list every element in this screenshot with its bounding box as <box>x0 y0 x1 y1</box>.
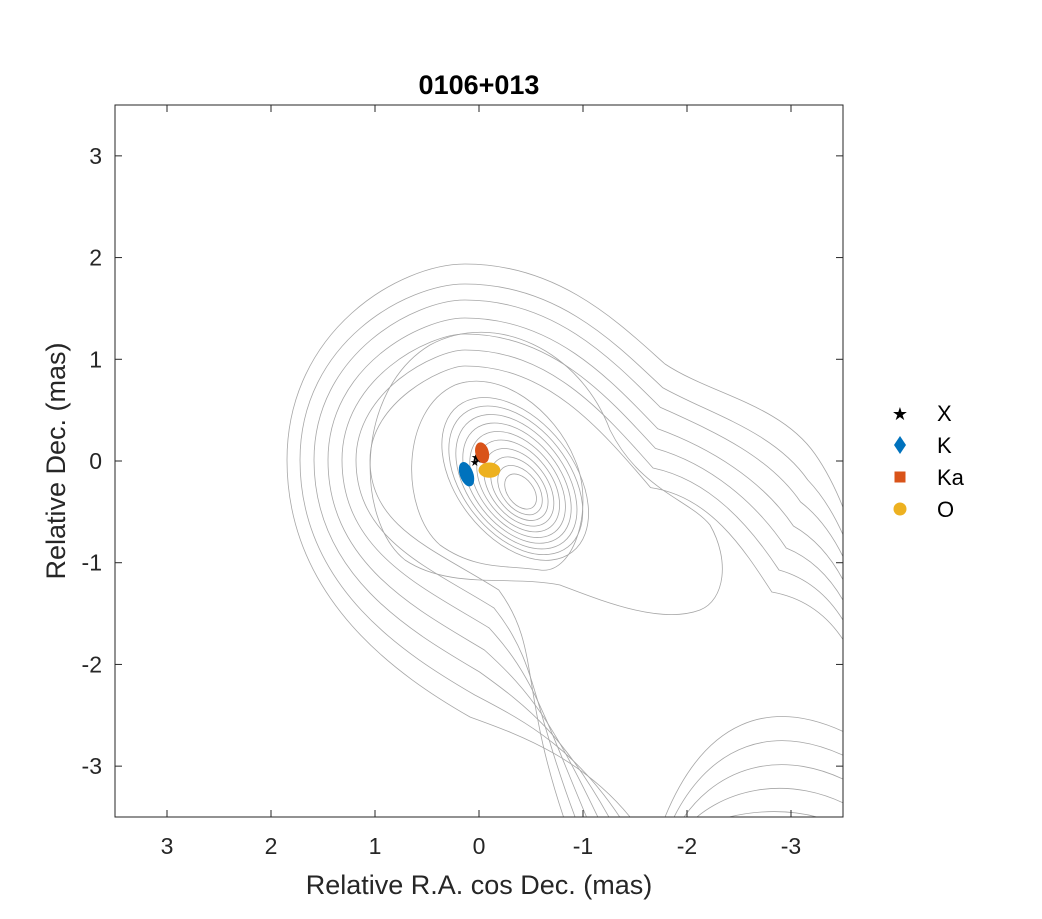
tick-layer: 3 2 1 0 -1 -2 -3 3 2 1 0 -1 -2 -3 <box>82 105 843 859</box>
contour-line <box>664 716 843 817</box>
contour-line <box>369 331 723 616</box>
contour-line <box>476 439 561 533</box>
x-axis-label: Relative R.A. cos Dec. (mas) <box>306 870 653 900</box>
contour-line <box>441 397 589 561</box>
x-tick-label: 0 <box>473 833 486 859</box>
contour-line <box>327 317 843 817</box>
contour-line <box>462 422 572 544</box>
contour-line <box>369 365 843 817</box>
legend-circle-icon <box>893 502 907 516</box>
x-tick-label: -3 <box>781 833 801 859</box>
y-tick-label: -1 <box>82 550 102 576</box>
legend-square-icon <box>894 471 906 483</box>
marker-ka <box>475 442 490 464</box>
y-tick-label: 3 <box>89 143 102 169</box>
contour-line <box>504 473 537 510</box>
y-axis-label: Relative Dec. (mas) <box>41 342 71 579</box>
x-tick-label: -1 <box>573 833 593 859</box>
marker-x: ★ <box>471 451 481 464</box>
contour-line <box>683 764 843 817</box>
x-tick-label: 3 <box>161 833 174 859</box>
contour-line <box>483 448 555 527</box>
chart-title: 0106+013 <box>419 70 540 100</box>
contour-line <box>411 380 584 571</box>
contour-line <box>727 811 818 817</box>
y-tick-label: -2 <box>82 651 102 677</box>
y-tick-label: 2 <box>89 245 102 271</box>
marker-x: ★ <box>470 456 480 469</box>
marker-o <box>478 462 501 478</box>
contour-line <box>448 405 584 556</box>
contour-line <box>299 283 843 817</box>
contour-line <box>341 333 843 817</box>
contour-line <box>355 349 843 817</box>
contour-line <box>286 263 843 817</box>
contour-line <box>469 431 566 538</box>
legend-star-icon: ★ <box>892 404 908 425</box>
contour-line <box>490 456 549 521</box>
y-tick-label: 1 <box>89 346 102 372</box>
legend-label: K <box>937 433 952 458</box>
legend-item-o: O <box>893 497 954 522</box>
x-tick-label: 1 <box>369 833 382 859</box>
y-tick-label: 0 <box>89 448 102 474</box>
contour-line <box>455 414 578 550</box>
legend-label: Ka <box>937 465 965 490</box>
contour-layer <box>286 263 843 817</box>
contour-line <box>696 787 843 817</box>
marker-k <box>458 462 475 487</box>
legend-item-ka: Ka <box>894 465 965 490</box>
legend-label: O <box>937 497 954 522</box>
legend-label: X <box>937 401 952 426</box>
x-tick-label: -2 <box>677 833 697 859</box>
contour-line <box>313 299 843 817</box>
marker-layer: ★★★ <box>458 442 501 487</box>
legend-item-k: K <box>894 433 952 458</box>
legend-diamond-icon <box>894 436 906 454</box>
contour-line <box>497 465 543 516</box>
contour-line <box>673 740 843 817</box>
y-tick-label: -3 <box>82 753 102 779</box>
legend-item-x: ★ X <box>892 401 952 426</box>
x-tick-label: 2 <box>265 833 278 859</box>
